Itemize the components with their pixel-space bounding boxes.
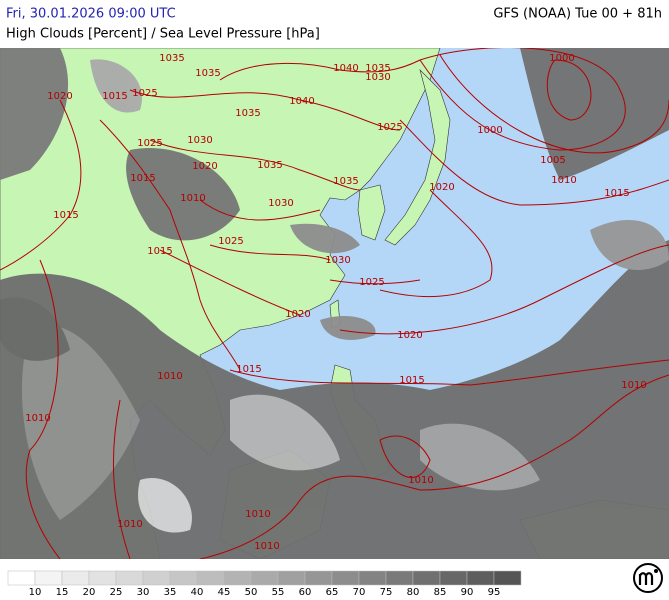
colorbar-label: 75 xyxy=(380,587,393,598)
isobar-label: 1035 xyxy=(257,160,282,171)
isobar-label: 1040 xyxy=(333,63,358,74)
isobar-label: 1020 xyxy=(429,182,454,193)
colorbar-swatch xyxy=(493,570,522,586)
isobar-label: 1035 xyxy=(235,108,260,119)
land-japan xyxy=(384,68,451,246)
isobar-label: 1040 xyxy=(289,96,314,107)
isobar-label: 1000 xyxy=(549,53,574,64)
isobar-label: 1015 xyxy=(53,210,78,221)
isobar-label: 1015 xyxy=(236,364,261,375)
isobar-label: 1020 xyxy=(397,330,422,341)
colorbar-swatch xyxy=(223,570,252,586)
colorbar-swatch xyxy=(466,570,495,586)
model-run: GFS (NOAA) Tue 00 + 81h xyxy=(493,7,662,22)
isobar-label: 1035 xyxy=(195,68,220,79)
colorbar-swatch xyxy=(385,570,414,586)
isobar-label: 1010 xyxy=(245,509,270,520)
colorbar-swatch xyxy=(277,570,306,586)
colorbar-swatch xyxy=(169,570,198,586)
isobar-label: 1020 xyxy=(285,309,310,320)
subtitle: High Clouds [Percent] / Sea Level Pressu… xyxy=(6,27,320,42)
isobar-label: 1000 xyxy=(477,125,502,136)
isobar-label: 1030 xyxy=(325,255,350,266)
colorbar-label: 45 xyxy=(218,587,231,598)
colorbar-label: 80 xyxy=(407,587,420,598)
isobar-label: 1005 xyxy=(540,155,565,166)
colorbar-label: 20 xyxy=(83,587,96,598)
colorbar-swatch xyxy=(61,570,90,586)
colorbar-label: 65 xyxy=(326,587,339,598)
clouds xyxy=(0,48,669,559)
isobar-label: 1010 xyxy=(621,380,646,391)
isobar-label: 1035 xyxy=(333,176,358,187)
colorbar-label: 10 xyxy=(29,587,42,598)
datetime: Fri, 30.01.2026 09:00 UTC xyxy=(6,7,176,22)
colorbar-swatch xyxy=(412,570,441,586)
colorbar-swatch xyxy=(250,570,279,586)
colorbar-swatch xyxy=(358,570,387,586)
isobar-label: 1035 xyxy=(159,53,184,64)
isobar-label: 1015 xyxy=(399,375,424,386)
isobar-label: 1030 xyxy=(268,198,293,209)
colorbar-label: 40 xyxy=(191,587,204,598)
colorbar-swatch xyxy=(196,570,225,586)
isobar-label: 1010 xyxy=(117,519,142,530)
logo xyxy=(633,563,663,593)
colorbar-label: 35 xyxy=(164,587,177,598)
isobar-label: 1010 xyxy=(551,175,576,186)
isobar-label: 1015 xyxy=(147,246,172,257)
colorbar-label: 90 xyxy=(461,587,474,598)
colorbar: 10 15 20 25 30 35 40 45 50 55 60 65 70 75 80 85 90 95 xyxy=(7,570,522,598)
isobar-label: 1030 xyxy=(187,135,212,146)
isobar-label: 1025 xyxy=(377,122,402,133)
isobar-label: 1020 xyxy=(192,161,217,172)
colorbar-label: 70 xyxy=(353,587,366,598)
isobar-label: 1030 xyxy=(365,72,390,83)
isobar-label: 1035 xyxy=(365,63,390,74)
isobars xyxy=(0,48,669,559)
colorbar-swatch xyxy=(115,570,144,586)
isobar-label: 1025 xyxy=(137,138,162,149)
isobar-label: 1025 xyxy=(132,88,157,99)
isobar-label: 1010 xyxy=(254,541,279,552)
colorbar-label: 30 xyxy=(137,587,150,598)
colorbar-label: 50 xyxy=(245,587,258,598)
isobar-label: 1010 xyxy=(157,371,182,382)
colorbar-label: 95 xyxy=(488,587,501,598)
colorbar-swatch xyxy=(331,570,360,586)
isobar-label: 1015 xyxy=(102,91,127,102)
isobar-label: 1025 xyxy=(359,277,384,288)
colorbar-swatch xyxy=(7,570,36,586)
colorbar-label: 55 xyxy=(272,587,285,598)
colorbar-swatch xyxy=(142,570,171,586)
colorbar-swatch xyxy=(439,570,468,586)
isobar-label: 1020 xyxy=(47,91,72,102)
colorbar-swatch xyxy=(88,570,117,586)
land-korea xyxy=(357,184,386,241)
isobar-label: 1015 xyxy=(604,188,629,199)
colorbar-label: 60 xyxy=(299,587,312,598)
colorbar-label: 25 xyxy=(110,587,123,598)
isobar-label: 1010 xyxy=(408,475,433,486)
colorbar-label: 15 xyxy=(56,587,69,598)
isobar-label: 1025 xyxy=(218,236,243,247)
colorbar-label: 85 xyxy=(434,587,447,598)
colorbar-swatch xyxy=(304,570,333,586)
isobar-label: 1010 xyxy=(25,413,50,424)
isobar-label: 1010 xyxy=(180,193,205,204)
isobar-label: 1015 xyxy=(130,173,155,184)
colorbar-swatch xyxy=(34,570,63,586)
